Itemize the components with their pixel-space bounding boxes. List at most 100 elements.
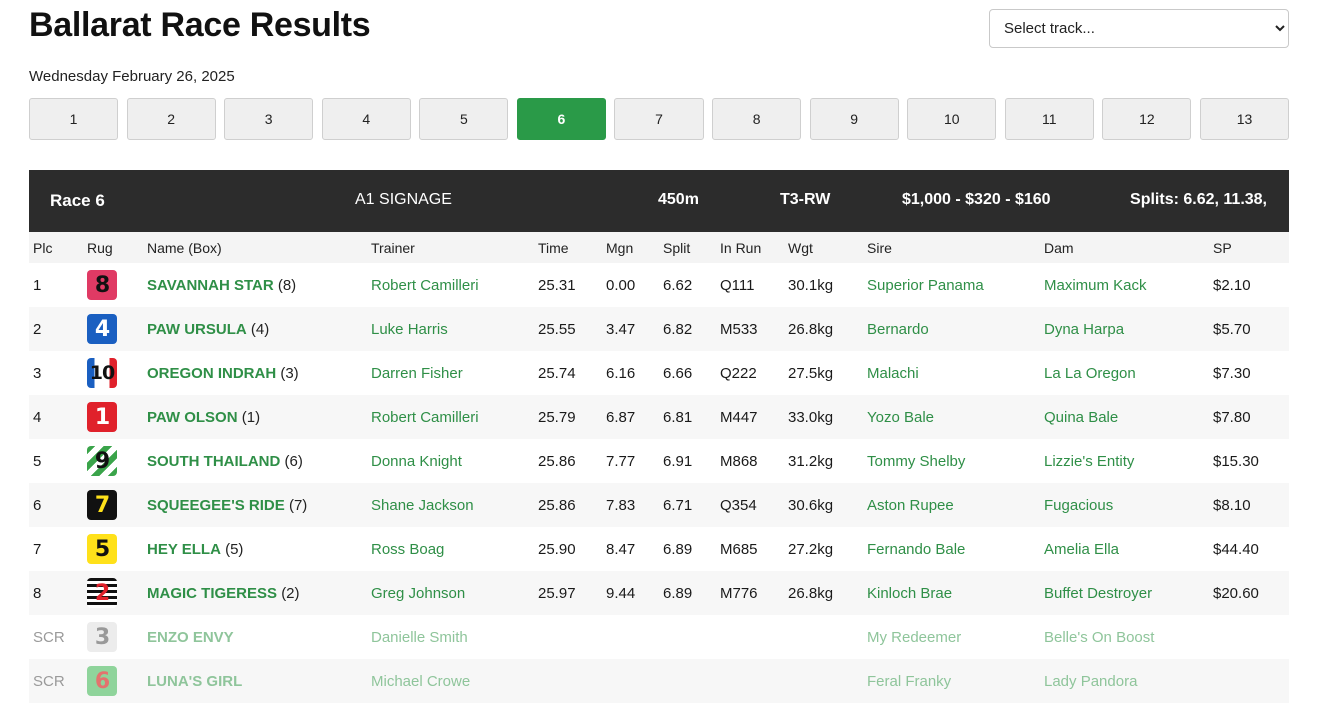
trainer-cell-text[interactable]: Greg Johnson (371, 584, 466, 602)
dog-cell: PAW URSULA (4) (143, 307, 367, 351)
weight-cell: 27.5kg (784, 351, 863, 395)
trainer-cell-text[interactable]: Danielle Smith (371, 628, 468, 646)
margin-cell: 3.47 (602, 307, 659, 351)
race-tab-6[interactable]: 6 (516, 98, 606, 140)
dog-name-link[interactable]: ENZO ENVY (147, 628, 234, 646)
sire-cell: Aston Rupee (863, 483, 1040, 527)
trainer-cell-text[interactable]: Robert Camilleri (371, 276, 479, 294)
race-tab-2[interactable]: 2 (126, 98, 216, 140)
margin-cell (602, 659, 659, 703)
dam-cell: La La Oregon (1040, 351, 1209, 395)
dam-cell-text[interactable]: Dyna Harpa (1044, 320, 1125, 338)
time-cell: 25.86 (534, 439, 602, 483)
margin-cell: 7.77 (602, 439, 659, 483)
rug-cell: 6 (83, 659, 143, 703)
col-sire: Sire (863, 232, 1040, 263)
sire-cell-text[interactable]: Kinloch Brae (867, 584, 953, 602)
dog-name-link[interactable]: PAW OLSON (147, 408, 238, 426)
margin-cell-text: 9.44 (606, 584, 636, 602)
dog-name-link[interactable]: LUNA'S GIRL (147, 672, 243, 690)
box-number: (5) (225, 540, 244, 558)
sp-cell-text: $5.70 (1213, 320, 1251, 338)
dog-name-link[interactable]: SAVANNAH STAR (147, 276, 274, 294)
col-trainer: Trainer (367, 232, 534, 263)
split-cell-text: 6.89 (663, 584, 693, 602)
col-mgn: Mgn (602, 232, 659, 263)
dam-cell-text[interactable]: Maximum Kack (1044, 276, 1147, 294)
col-rug: Rug (83, 232, 143, 263)
margin-cell-text: 7.77 (606, 452, 636, 470)
sire-cell-text[interactable]: Bernardo (867, 320, 929, 338)
inrun-cell: Q354 (716, 483, 784, 527)
sire-cell-text[interactable]: Aston Rupee (867, 496, 954, 514)
rug-number: 3 (94, 624, 110, 650)
trainer-cell-text[interactable]: Michael Crowe (371, 672, 471, 690)
dam-cell-text[interactable]: Quina Bale (1044, 408, 1119, 426)
dam-cell: Buffet Destroyer (1040, 571, 1209, 615)
race-tab-7[interactable]: 7 (614, 98, 704, 140)
sire-cell-text[interactable]: Feral Franky (867, 672, 952, 690)
dog-name-link[interactable]: OREGON INDRAH (147, 364, 277, 382)
dam-cell-text[interactable]: La La Oregon (1044, 364, 1136, 382)
sp-cell: $20.60 (1209, 571, 1289, 615)
dam-cell-text[interactable]: Fugacious (1044, 496, 1114, 514)
race-tab-4[interactable]: 4 (321, 98, 411, 140)
dog-cell: ENZO ENVY (143, 615, 367, 659)
split-cell: 6.82 (659, 307, 716, 351)
dog-name-link[interactable]: SOUTH THAILAND (147, 452, 281, 470)
sire-cell-text[interactable]: Fernando Bale (867, 540, 966, 558)
trainer-cell-text[interactable]: Luke Harris (371, 320, 448, 338)
trainer-cell-text[interactable]: Shane Jackson (371, 496, 474, 514)
rug-number: 4 (94, 316, 110, 342)
race-tab-3[interactable]: 3 (224, 98, 314, 140)
weight-cell: 33.0kg (784, 395, 863, 439)
dam-cell-text[interactable]: Belle's On Boost (1044, 628, 1155, 646)
sp-cell: $7.30 (1209, 351, 1289, 395)
dog-name-link[interactable]: PAW URSULA (147, 320, 247, 338)
trainer-cell-text[interactable]: Robert Camilleri (371, 408, 479, 426)
box-number: (6) (284, 452, 303, 470)
dog-name-link[interactable]: HEY ELLA (147, 540, 221, 558)
race-tab-8[interactable]: 8 (712, 98, 802, 140)
sire-cell: Superior Panama (863, 263, 1040, 307)
sire-cell-text[interactable]: Tommy Shelby (867, 452, 966, 470)
box-number: (1) (241, 408, 261, 426)
sire-cell-text[interactable]: My Redeemer (867, 628, 962, 646)
trainer-cell-text[interactable]: Darren Fisher (371, 364, 463, 382)
race-tab-11[interactable]: 11 (1004, 98, 1094, 140)
dam-cell: Maximum Kack (1040, 263, 1209, 307)
trainer-cell-text[interactable]: Ross Boag (371, 540, 445, 558)
margin-cell-text: 6.87 (606, 408, 636, 426)
time-cell-text: 25.55 (538, 320, 576, 338)
trainer-cell: Ross Boag (367, 527, 534, 571)
weight-cell-text: 26.8kg (788, 584, 834, 602)
dam-cell-text[interactable]: Buffet Destroyer (1044, 584, 1153, 602)
sp-cell-text: $7.80 (1213, 408, 1251, 426)
dam-cell-text[interactable]: Amelia Ella (1044, 540, 1120, 558)
sire-cell: Fernando Bale (863, 527, 1040, 571)
race-tab-13[interactable]: 13 (1199, 98, 1290, 140)
weight-cell: 26.8kg (784, 307, 863, 351)
dam-cell-text[interactable]: Lady Pandora (1044, 672, 1138, 690)
dog-name-link[interactable]: SQUEEGEE'S RIDE (147, 496, 285, 514)
track-select[interactable]: Select track... (989, 9, 1289, 48)
table-row: 4 1 PAW OLSON (1) Robert Camilleri 25.79 6.87… (29, 395, 1289, 439)
col-plc: Plc (29, 232, 83, 263)
trainer-cell: Robert Camilleri (367, 263, 534, 307)
dog-name-link[interactable]: MAGIC TIGERESS (147, 584, 278, 602)
race-tab-10[interactable]: 10 (907, 98, 997, 140)
margin-cell-text: 0.00 (606, 276, 636, 294)
race-tab-9[interactable]: 9 (809, 98, 899, 140)
trainer-cell-text[interactable]: Donna Knight (371, 452, 462, 470)
race-tab-5[interactable]: 5 (419, 98, 509, 140)
sire-cell-text[interactable]: Malachi (867, 364, 919, 382)
split-cell: 6.62 (659, 263, 716, 307)
dam-cell-text[interactable]: Lizzie's Entity (1044, 452, 1135, 470)
sire-cell-text[interactable]: Superior Panama (867, 276, 984, 294)
rug-badge: 7 (87, 490, 117, 520)
sire-cell-text[interactable]: Yozo Bale (867, 408, 935, 426)
race-tab-1[interactable]: 1 (29, 98, 119, 140)
weight-cell (784, 659, 863, 703)
race-grade: T3-RW (780, 191, 831, 208)
race-tab-12[interactable]: 12 (1102, 98, 1192, 140)
